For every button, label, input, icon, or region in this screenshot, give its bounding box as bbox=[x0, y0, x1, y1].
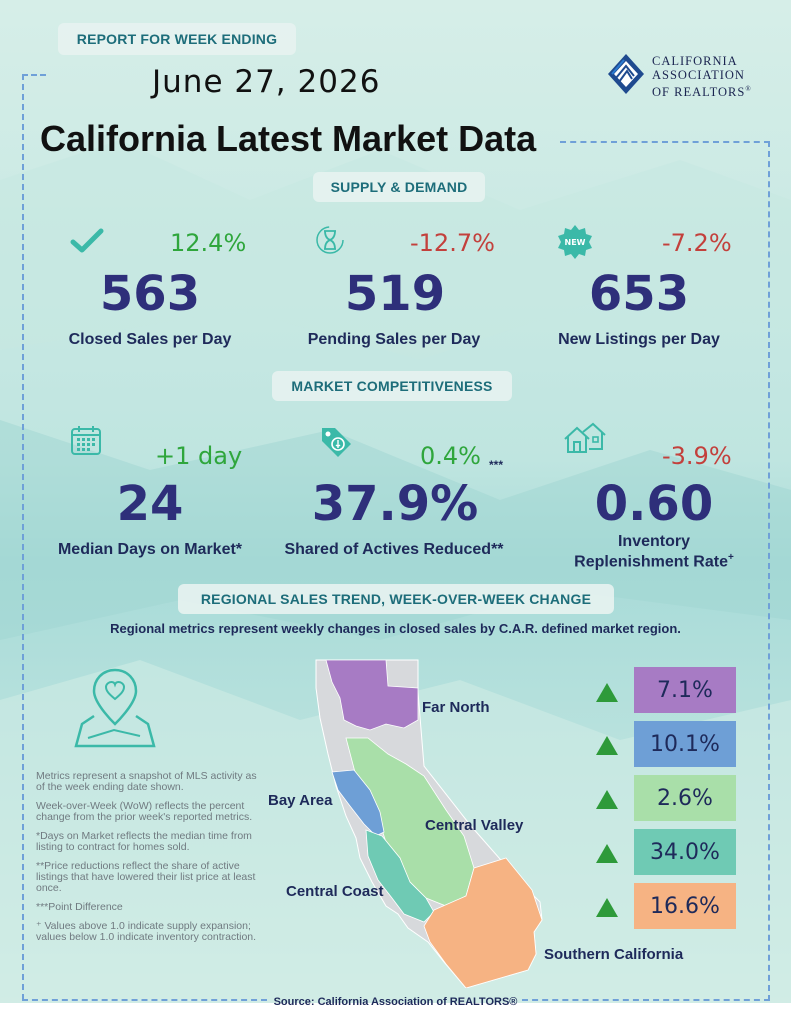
new-listings-label: New Listings per Day bbox=[558, 331, 720, 348]
days-on-market-change: +1 day bbox=[155, 442, 243, 470]
footnote: ***Point Difference bbox=[36, 901, 123, 913]
point-difference-note: *** bbox=[489, 458, 504, 472]
new-badge-text: NEW bbox=[565, 238, 586, 247]
southern-california-up-arrow-icon bbox=[596, 898, 618, 917]
replenishment-rate-label-sup: + bbox=[727, 552, 734, 563]
region-label-central-coast: Central Coast bbox=[286, 883, 384, 900]
supply-demand-heading: SUPPLY & DEMAND bbox=[313, 172, 485, 202]
california-region-map bbox=[315, 659, 543, 988]
closed-sales-change: 12.4% bbox=[170, 229, 247, 257]
replenishment-rate-label-line2: Replenishment Rate bbox=[574, 553, 728, 571]
footnote: Week-over-Week (WoW) reflects the percen… bbox=[36, 800, 253, 823]
new-listings-change: -7.2% bbox=[662, 229, 732, 257]
footnote: *Days on Market reflects the median time… bbox=[36, 830, 252, 853]
region-label-bay-area: Bay Area bbox=[268, 792, 333, 809]
southern-california-change-box: 16.6% bbox=[634, 883, 736, 929]
central-coast-change-box: 34.0% bbox=[634, 829, 736, 875]
footnote: **Price reductions reflect the share of … bbox=[36, 860, 256, 894]
frame-top-left-dash bbox=[22, 74, 46, 76]
houses-icon bbox=[564, 422, 606, 453]
logo-line-2: ASSOCIATION bbox=[652, 68, 745, 82]
hourglass-icon bbox=[316, 226, 344, 254]
report-week-badge: REPORT FOR WEEK ENDING bbox=[58, 23, 296, 55]
central-valley-up-arrow-icon bbox=[596, 790, 618, 809]
car-logo-emblem-icon bbox=[608, 54, 644, 94]
map-region-southern-california bbox=[423, 857, 543, 988]
bay-area-up-arrow-icon bbox=[596, 736, 618, 755]
closed-sales-label: Closed Sales per Day bbox=[68, 331, 232, 348]
days-on-market-label: Median Days on Market* bbox=[57, 541, 243, 558]
central-valley-change-box: 2.6% bbox=[634, 775, 736, 821]
bay-area-change-box: 10.1% bbox=[634, 721, 736, 767]
far-north-up-arrow-icon bbox=[596, 683, 618, 702]
map-region-bay-area bbox=[331, 769, 385, 837]
price-tag-icon bbox=[322, 428, 351, 457]
frame-left-dash bbox=[22, 74, 24, 1000]
frame-top-right-dash bbox=[560, 141, 770, 143]
footnotes: Metrics represent a snapshot of MLS acti… bbox=[36, 771, 266, 951]
region-label-southern-california: Southern California bbox=[544, 946, 684, 963]
replenishment-rate-value: 0.60 bbox=[594, 476, 714, 532]
actives-reduced-change: 0.4% bbox=[420, 442, 481, 470]
new-listings-value: 653 bbox=[588, 266, 690, 322]
source-credit: Source: California Association of REALTO… bbox=[273, 996, 518, 1008]
report-date: June 27, 2026 bbox=[152, 64, 381, 100]
frame-bottom-right-dash bbox=[522, 999, 770, 1001]
far-north-change-box: 7.1% bbox=[634, 667, 736, 713]
actives-reduced-label: Shared of Actives Reduced** bbox=[284, 541, 504, 558]
footnote: Metrics represent a snapshot of MLS acti… bbox=[36, 770, 257, 793]
map-pin-icon bbox=[74, 668, 156, 748]
logo-line-3: OF REALTORS bbox=[652, 85, 746, 100]
pending-sales-change: -12.7% bbox=[410, 229, 495, 257]
frame-right-dash bbox=[768, 141, 770, 1001]
frame-bottom-left-dash bbox=[22, 999, 267, 1001]
replenishment-rate-label-line1: Inventory bbox=[617, 533, 690, 550]
checkmark-icon bbox=[70, 228, 104, 253]
region-label-central-valley: Central Valley bbox=[425, 817, 524, 834]
new-badge-icon: NEW bbox=[558, 225, 592, 259]
regional-trend-heading: REGIONAL SALES TREND, WEEK-OVER-WEEK CHA… bbox=[178, 584, 614, 614]
replenishment-rate-label: Inventory Replenishment Rate+ bbox=[544, 534, 764, 570]
map-region-central-coast bbox=[365, 829, 435, 923]
region-label-far-north: Far North bbox=[422, 699, 490, 716]
calendar-icon bbox=[71, 426, 101, 455]
map-region-far-north bbox=[325, 659, 419, 731]
footnote: ⁺ Values above 1.0 indicate supply expan… bbox=[36, 920, 257, 943]
central-coast-up-arrow-icon bbox=[596, 844, 618, 863]
days-on-market-value: 24 bbox=[116, 476, 184, 532]
page-title: California Latest Market Data bbox=[40, 118, 537, 159]
logo-line-1: CALIFORNIA bbox=[652, 54, 738, 68]
pending-sales-label: Pending Sales per Day bbox=[307, 331, 481, 348]
closed-sales-value: 563 bbox=[99, 266, 201, 322]
actives-reduced-value: 37.9% bbox=[311, 476, 479, 532]
regional-subtitle: Regional metrics represent weekly change… bbox=[110, 621, 681, 636]
car-logo: CALIFORNIA ASSOCIATION OF REALTORS® bbox=[604, 50, 754, 100]
replenishment-rate-change: -3.9% bbox=[662, 442, 732, 470]
market-competitiveness-heading: MARKET COMPETITIVENESS bbox=[272, 371, 512, 401]
pending-sales-value: 519 bbox=[344, 266, 446, 322]
logo-registered-mark: ® bbox=[745, 85, 752, 93]
